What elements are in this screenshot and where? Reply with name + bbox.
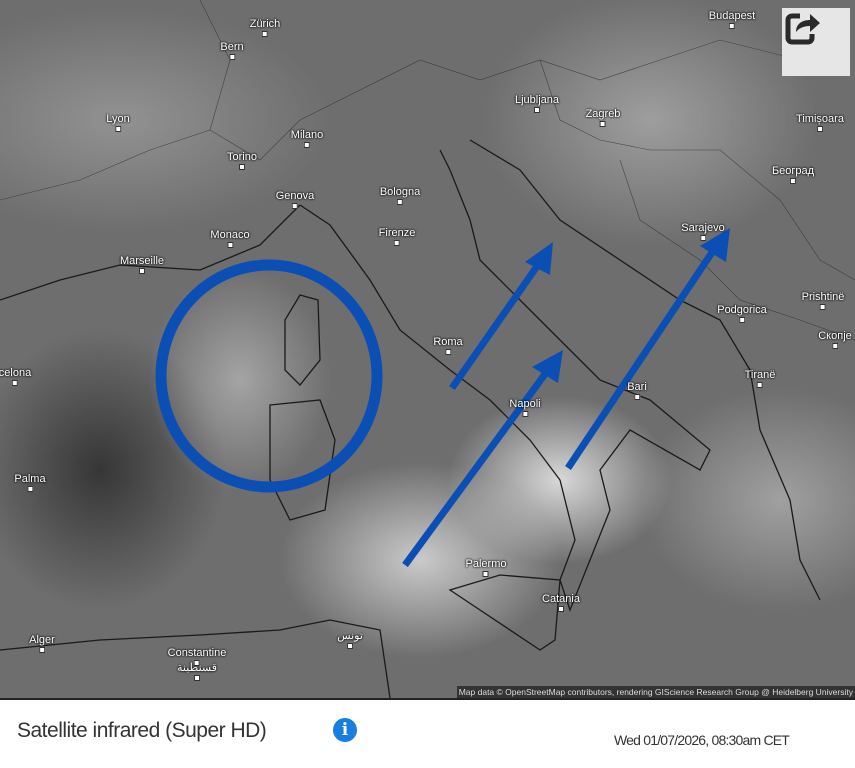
city-label: celona [0, 367, 31, 386]
city-label: Bologna [380, 186, 420, 205]
city-label: Tiranë [745, 369, 776, 388]
city-label: Monaco [210, 229, 249, 248]
city-label: Скопје [818, 330, 852, 349]
city-label: Marseille [120, 255, 164, 274]
city-label: Palma [14, 473, 45, 492]
coastline-sardinia [269, 399, 336, 521]
arrowhead [532, 350, 563, 383]
city-label: Genova [276, 190, 315, 209]
city-label: Podgorica [717, 304, 767, 323]
city-label: Catania [542, 593, 580, 612]
city-label: Zagreb [586, 108, 621, 127]
city-label: Napoli [509, 398, 540, 417]
city-label: Roma [433, 336, 462, 355]
coastline-sicily [448, 574, 561, 651]
city-label: Palermo [466, 558, 507, 577]
city-label: Београд [772, 165, 814, 184]
city-label: Bern [220, 41, 243, 60]
city-label: Alger [29, 634, 55, 653]
satellite-map[interactable]: Zürich Bern Budapest Lyon Milano Torino … [0, 0, 855, 698]
city-label: Lyon [106, 113, 129, 132]
map-attribution: Map data © OpenStreetMap contributors, r… [456, 686, 855, 698]
share-icon [785, 13, 820, 45]
share-button[interactable] [782, 8, 850, 76]
city-label: Bari [627, 381, 647, 400]
city-label: Milano [291, 129, 323, 148]
city-label: Torino [227, 151, 257, 170]
annotation-arrow [565, 246, 718, 470]
coastline-layer [0, 0, 855, 698]
timestamp: Wed 01/07/2026, 08:30am CET [614, 732, 790, 748]
annotations [155, 246, 718, 568]
coastline-france [0, 204, 301, 301]
city-label: Prishtinë [802, 291, 845, 310]
city-label: Ljubljana [515, 94, 559, 113]
annotation-arrow [449, 259, 543, 391]
city-label: تونس [337, 629, 363, 649]
city-label: Sarajevo [681, 222, 724, 241]
city-label: قسنطينة [177, 661, 217, 681]
coastline-africa [0, 619, 391, 698]
info-icon[interactable]: i [333, 718, 357, 742]
city-label: Timișoara [796, 113, 844, 132]
arrowhead [525, 242, 553, 275]
coastline-italy [299, 149, 711, 612]
divider [0, 698, 855, 700]
city-label: Budapest [709, 10, 755, 29]
coastline-corsica [284, 294, 321, 386]
annotation-circle [155, 259, 383, 493]
city-label: Zürich [250, 18, 281, 37]
layer-title: Satellite infrared (Super HD) [17, 719, 267, 742]
city-label: Firenze [379, 227, 416, 246]
city-label: Constantine [168, 647, 227, 666]
